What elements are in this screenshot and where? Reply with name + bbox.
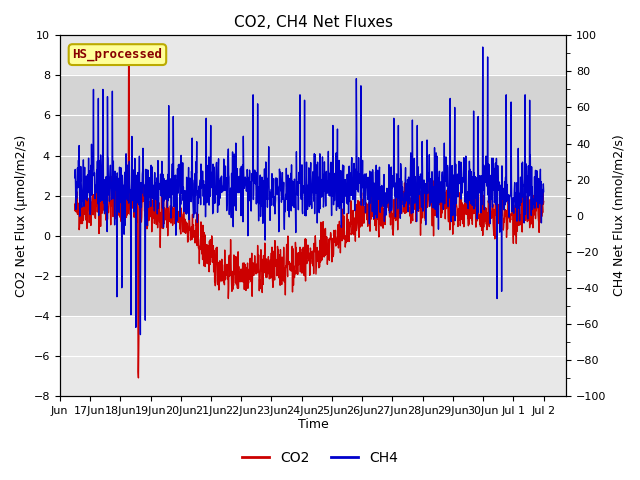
Y-axis label: CH4 Net Flux (nmol/m2/s): CH4 Net Flux (nmol/m2/s)	[612, 135, 625, 297]
Y-axis label: CO2 Net Flux (μmol/m2/s): CO2 Net Flux (μmol/m2/s)	[15, 134, 28, 297]
Bar	[60, 75, 566, 316]
Title: CO2, CH4 Net Fluxes: CO2, CH4 Net Fluxes	[234, 15, 392, 30]
Legend: CO2, CH4: CO2, CH4	[236, 445, 404, 471]
Text: HS_processed: HS_processed	[72, 48, 163, 61]
X-axis label: Time: Time	[298, 419, 328, 432]
